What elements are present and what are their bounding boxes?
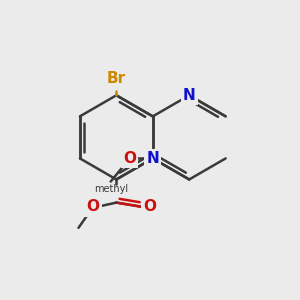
Text: methyl: methyl xyxy=(94,184,128,194)
Text: N: N xyxy=(183,88,196,103)
Text: O: O xyxy=(143,199,157,214)
Text: N: N xyxy=(146,151,159,166)
Text: O: O xyxy=(123,151,136,166)
Text: O: O xyxy=(87,199,100,214)
Text: Br: Br xyxy=(107,71,126,86)
